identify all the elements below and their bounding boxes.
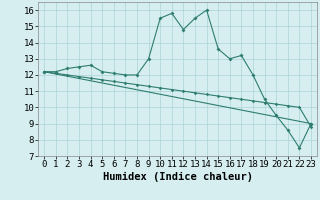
- X-axis label: Humidex (Indice chaleur): Humidex (Indice chaleur): [103, 172, 252, 182]
